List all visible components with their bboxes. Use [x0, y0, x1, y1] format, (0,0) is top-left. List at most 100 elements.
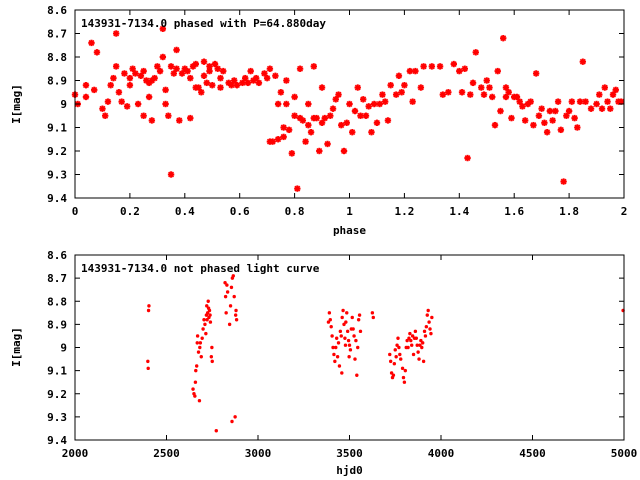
data-point — [445, 89, 452, 96]
x-tick-label: 0.6 — [230, 205, 250, 218]
data-point — [204, 331, 208, 336]
data-point — [327, 311, 332, 315]
data-point — [521, 117, 529, 124]
data-point — [118, 98, 125, 105]
data-point — [266, 65, 274, 72]
data-point — [167, 171, 175, 178]
data-point — [371, 315, 375, 320]
data-point — [132, 70, 139, 77]
data-point — [165, 112, 172, 119]
y-tick-label: 9.2 — [47, 145, 67, 158]
data-point — [167, 63, 175, 70]
y-tick-label: 8.9 — [47, 318, 67, 331]
data-point — [227, 322, 232, 327]
data-point — [299, 117, 307, 124]
data-point — [283, 100, 290, 108]
data-point — [565, 107, 573, 115]
data-point — [244, 79, 252, 87]
data-point — [195, 84, 202, 91]
data-point — [173, 65, 180, 72]
data-point — [397, 345, 401, 350]
y-tick-label: 9.3 — [47, 411, 67, 424]
data-point — [356, 318, 361, 322]
data-point — [416, 350, 420, 354]
data-point — [280, 133, 287, 141]
data-point — [193, 380, 198, 384]
data-point — [392, 91, 400, 98]
data-point — [318, 119, 326, 126]
data-point — [593, 100, 600, 108]
data-point — [198, 89, 205, 96]
phased-axis-ticks: 0 0.2 0.4 0.6 0.8 1 1.2 1.4 1.6 1.8 2 8.6 8.7 8.8 8.9 9… — [47, 4, 627, 218]
data-point — [305, 100, 312, 108]
data-point — [563, 112, 570, 119]
data-point — [418, 343, 422, 347]
data-point — [554, 98, 562, 105]
data-point — [415, 343, 419, 347]
data-point — [123, 103, 131, 110]
data-point — [393, 348, 397, 352]
data-point — [405, 338, 409, 343]
data-point — [337, 364, 342, 368]
data-point — [230, 419, 234, 424]
data-point — [355, 373, 359, 377]
data-point — [197, 398, 202, 403]
data-point — [427, 320, 431, 324]
data-point — [425, 313, 429, 317]
data-point — [420, 345, 424, 350]
data-point — [560, 178, 567, 185]
data-point — [412, 67, 419, 75]
data-point — [345, 329, 350, 334]
unphased-plot-frame — [74, 254, 625, 441]
data-point — [269, 138, 276, 145]
data-point — [456, 67, 463, 75]
data-point — [424, 324, 429, 329]
data-point — [228, 304, 233, 308]
data-point — [351, 107, 359, 115]
y-tick-label: 9.3 — [47, 169, 67, 182]
data-point — [543, 129, 551, 136]
data-point — [283, 77, 290, 84]
data-point — [104, 98, 112, 105]
y-tick-label: 8.7 — [47, 272, 67, 285]
data-point — [422, 329, 427, 334]
data-point — [187, 74, 194, 82]
data-point — [341, 308, 345, 313]
data-point — [494, 67, 501, 75]
data-point — [162, 86, 169, 94]
data-point — [146, 359, 150, 364]
unphased-data-points — [146, 274, 625, 433]
data-point — [288, 150, 296, 157]
data-point — [352, 334, 356, 338]
x-tick-label: 4500 — [519, 447, 546, 460]
data-point — [535, 112, 543, 119]
phased-plot-title: 143931-7134.0 phased with P=64.880day — [81, 17, 326, 30]
data-point — [576, 98, 584, 105]
y-tick-label: 9.1 — [47, 365, 67, 378]
data-point — [439, 91, 447, 98]
data-point — [345, 311, 349, 315]
y-tick-label: 9.4 — [47, 434, 67, 447]
data-point — [176, 117, 183, 124]
data-point — [411, 352, 416, 357]
data-point — [489, 93, 496, 101]
data-point — [274, 100, 282, 108]
data-point — [421, 359, 426, 364]
data-point — [395, 72, 403, 79]
data-point — [291, 112, 298, 119]
data-point — [261, 70, 268, 77]
data-point — [343, 343, 348, 347]
data-point — [419, 338, 423, 343]
data-point — [571, 114, 578, 122]
data-point — [497, 107, 504, 115]
data-point — [403, 368, 408, 373]
data-point — [598, 105, 606, 112]
data-point — [294, 185, 301, 192]
data-point — [387, 82, 394, 89]
data-point — [327, 112, 334, 119]
data-point — [330, 334, 334, 338]
data-point — [347, 355, 351, 359]
x-tick-label: 2 — [621, 205, 628, 218]
data-point — [508, 114, 515, 122]
